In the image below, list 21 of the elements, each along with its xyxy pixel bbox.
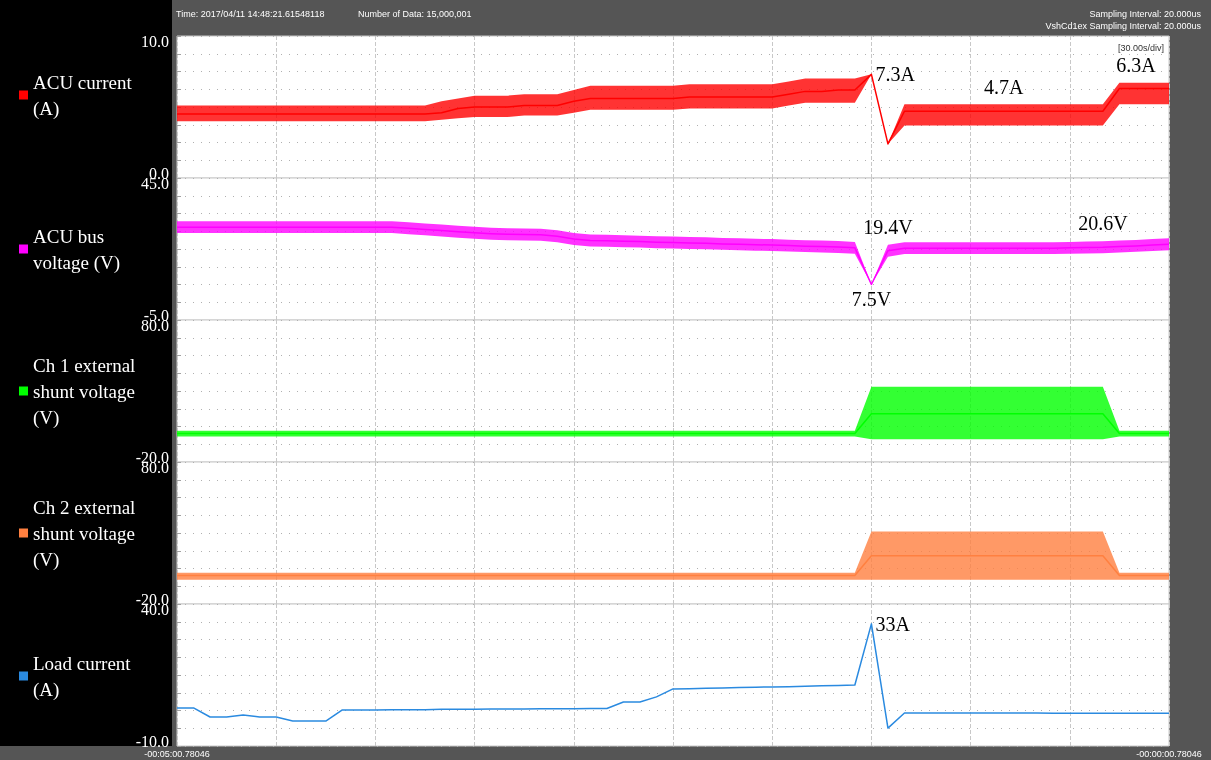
x-tick-label: -00:00:00.78046	[1136, 748, 1202, 759]
text: Sampling Interval: 20.000us	[1089, 8, 1202, 19]
x-tick-label: -00:05:00.78046	[144, 748, 210, 759]
text: Number of Data: 15,000,001	[358, 8, 472, 19]
annotation: [30.00s/div]	[1117, 42, 1164, 53]
legend-label: ACU bus voltage (V)	[33, 225, 121, 274]
text: Time: 2017/04/11 14:48:21.61548118	[176, 8, 325, 19]
legend-label: ACU current (A)	[33, 71, 137, 120]
y-tick-label: -10.0	[135, 732, 169, 750]
legend-label: Load current (A)	[33, 652, 136, 701]
legend-label: Ch 1 external shunt voltage (V)	[33, 354, 141, 429]
y-tick-label: 10.0	[141, 32, 169, 50]
annotation: 19.4V	[863, 215, 914, 238]
text: VshCd1ex Sampling Interval: 20.000us	[1045, 20, 1202, 31]
annotation: 7.5V	[851, 287, 892, 310]
annotation: 7.3A	[875, 63, 916, 86]
annotation: 33A	[875, 612, 911, 635]
annotation: 4.7A	[983, 76, 1024, 99]
legend-label: Ch 2 external shunt voltage (V)	[33, 496, 141, 571]
annotation: 20.6V	[1078, 212, 1129, 235]
annotation: 6.3A	[1116, 53, 1157, 76]
